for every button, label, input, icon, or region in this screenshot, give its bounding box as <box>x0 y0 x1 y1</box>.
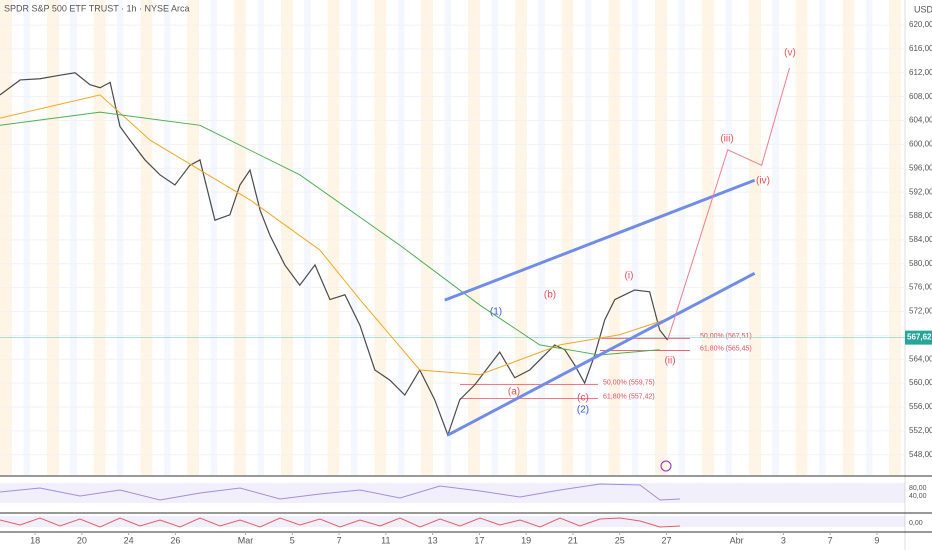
y-tick-label: 564,00 <box>909 354 932 363</box>
y-tick-label: 580,00 <box>909 259 932 268</box>
x-tick-label: 5 <box>290 535 295 545</box>
wave-label: (iv) <box>756 176 770 187</box>
x-tick-label: 7 <box>337 535 342 545</box>
y-tick-label: 556,00 <box>909 402 932 411</box>
y-tick-label: 608,00 <box>909 92 932 101</box>
y-tick-label: 560,00 <box>909 378 932 387</box>
currency-label: USD <box>914 4 932 14</box>
x-tick-label: 18 <box>30 535 40 545</box>
indicator-label: 40,00 <box>909 493 927 500</box>
wave-label: (a) <box>508 387 520 398</box>
x-tick-label: Abr <box>730 535 744 545</box>
wave-label: (b) <box>544 290 556 301</box>
fib-label: 61,80% (565,45) <box>700 345 752 352</box>
x-tick-label: 27 <box>661 535 671 545</box>
session-stripes <box>0 0 905 475</box>
series-line <box>0 72 669 437</box>
x-tick-label: 24 <box>124 535 134 545</box>
x-tick-label: 25 <box>615 535 625 545</box>
wave-label: (c) <box>577 393 589 404</box>
fib-label: 50,00% (567,51) <box>700 333 752 340</box>
x-tick-label: 11 <box>381 535 390 545</box>
fib-label: 50,00% (559,75) <box>603 379 655 386</box>
wave-label: (iii) <box>720 134 733 145</box>
y-tick-label: 600,00 <box>909 140 932 149</box>
series-line <box>667 67 790 341</box>
series-line <box>444 178 756 302</box>
wave-label: (ii) <box>664 356 675 367</box>
y-tick-label: 604,00 <box>909 116 932 125</box>
series-line <box>447 271 756 437</box>
y-tick-label: 572,00 <box>909 307 932 316</box>
chart-title: SPDR S&P 500 ETF TRUST · 1h · NYSE Arca <box>4 3 190 13</box>
y-tick-label: 592,00 <box>909 187 932 196</box>
x-tick-label: 20 <box>77 535 87 545</box>
x-tick-label: Mar <box>238 535 254 545</box>
y-tick-label: 612,00 <box>909 68 932 77</box>
indicator-label: 80,00 <box>909 485 927 492</box>
x-tick-label: 26 <box>170 535 180 545</box>
y-tick-label: 548,00 <box>909 450 932 459</box>
stoch-line <box>0 517 681 528</box>
last-price-label: 567,62 <box>907 333 932 342</box>
fib-label: 61,80% (557,42) <box>603 393 655 400</box>
wave-label: (v) <box>784 48 796 59</box>
event-icon <box>660 460 672 472</box>
x-tick-label: 19 <box>521 535 531 545</box>
y-tick-label: 596,00 <box>909 163 932 172</box>
x-tick-label: 9 <box>874 535 879 545</box>
indicator-label: 0,00 <box>909 520 923 527</box>
x-tick-label: 13 <box>428 535 438 545</box>
y-tick-label: 588,00 <box>909 211 932 220</box>
x-tick-label: 7 <box>828 535 833 545</box>
y-tick-label: 584,00 <box>909 235 932 244</box>
y-tick-label: 576,00 <box>909 283 932 292</box>
rsi-band <box>0 483 905 503</box>
rsi-line <box>0 483 681 501</box>
series-line <box>0 111 660 356</box>
x-tick-label: 3 <box>781 535 786 545</box>
y-tick-label: 552,00 <box>909 426 932 435</box>
series-line <box>0 94 665 376</box>
y-tick-label: 620,00 <box>909 20 932 29</box>
y-tick-label: 616,00 <box>909 44 932 53</box>
wave-label: (1) <box>490 307 502 318</box>
last-price-tag <box>905 330 932 345</box>
x-tick-label: 17 <box>474 535 484 545</box>
wave-label: (2) <box>577 405 589 416</box>
stoch-band <box>0 516 905 527</box>
wave-label: (i) <box>625 271 634 282</box>
x-tick-label: 21 <box>568 535 578 545</box>
